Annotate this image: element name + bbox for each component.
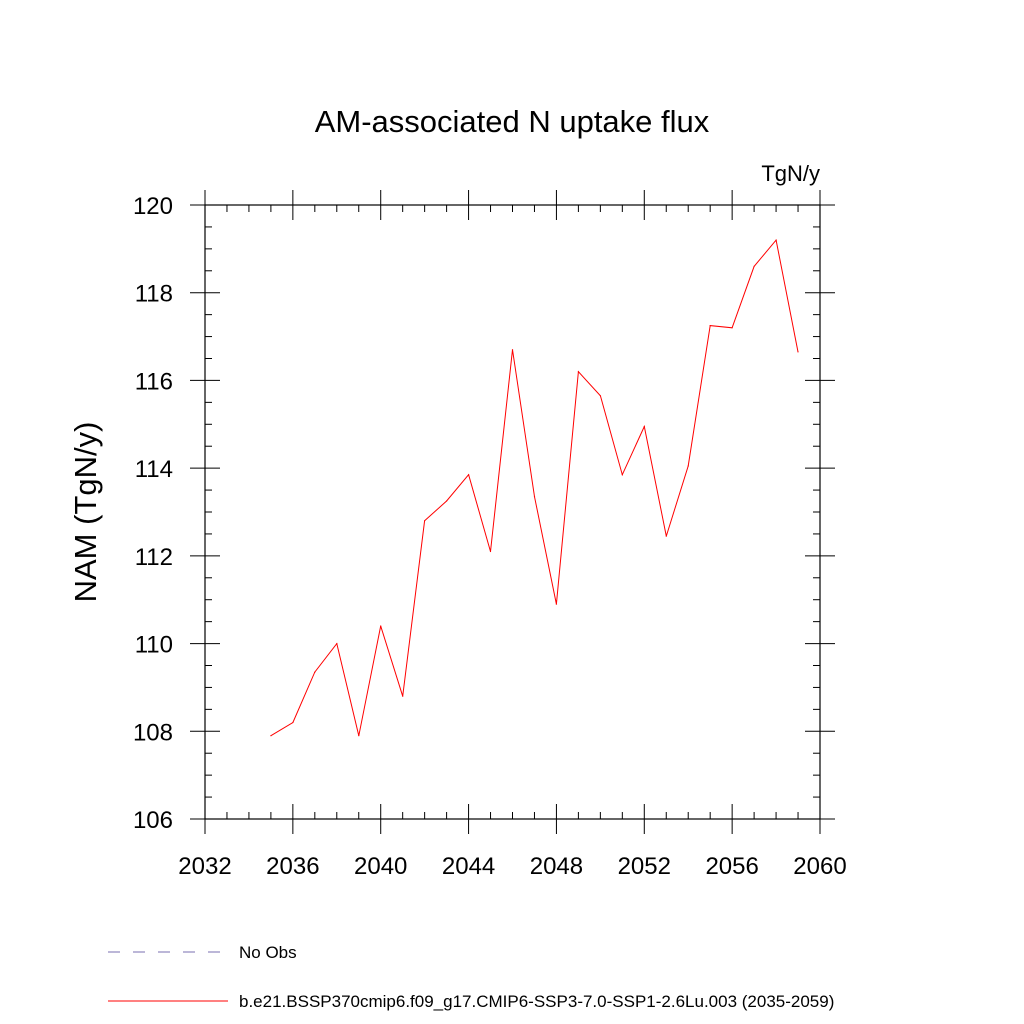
x-tick-label: 2036	[266, 853, 319, 880]
y-tick-label: 110	[135, 632, 173, 659]
data-point	[358, 735, 360, 737]
data-point	[336, 643, 338, 645]
data-point	[687, 465, 689, 467]
legend-label-no-obs: No Obs	[239, 943, 297, 962]
y-axis-label: NAM (TgN/y)	[68, 422, 103, 603]
y-tick-label: 120	[133, 193, 173, 220]
plot-frame	[204, 204, 821, 820]
x-tick-label: 2044	[442, 853, 495, 880]
y-tick-label: 112	[135, 544, 173, 571]
legend: No Obs b.e21.BSSP370cmip6.f09_g17.CMIP6-…	[108, 943, 834, 1011]
x-tick-label: 2032	[178, 853, 231, 880]
data-point	[555, 603, 558, 605]
data-point	[753, 265, 755, 267]
x-tick-label: 2060	[793, 853, 846, 880]
data-series	[270, 238, 799, 737]
data-point	[797, 351, 799, 353]
legend-label-model-run: b.e21.BSSP370cmip6.f09_g17.CMIP6-SSP3-7.…	[239, 992, 834, 1011]
x-tick-labels: 2032 2036 2040 2044 2048 2052 2056 2060	[178, 853, 846, 880]
y-tick-label: 108	[133, 719, 173, 746]
x-tick-label: 2040	[354, 853, 407, 880]
data-point	[270, 735, 272, 737]
y-tick-label: 118	[135, 281, 173, 308]
data-point	[665, 535, 667, 537]
data-point	[511, 349, 514, 351]
data-point	[424, 520, 426, 522]
data-point	[731, 327, 733, 329]
data-point	[599, 395, 602, 397]
data-point	[709, 325, 711, 327]
data-point	[533, 496, 536, 498]
data-point	[380, 625, 382, 627]
data-point	[621, 474, 623, 476]
data-point	[577, 371, 580, 373]
x-tick-label: 2056	[705, 853, 758, 880]
data-point	[775, 239, 777, 241]
series-line	[270, 238, 799, 737]
axis-ticks	[190, 190, 835, 834]
data-point	[402, 695, 404, 697]
x-tick-label: 2052	[618, 853, 671, 880]
y-tick-label: 106	[133, 807, 173, 834]
data-point	[489, 550, 492, 553]
y-tick-label: 114	[135, 456, 173, 483]
x-tick-label: 2048	[530, 853, 583, 880]
chart-title: AM-associated N uptake flux	[315, 104, 710, 139]
y-tick-label: 116	[135, 368, 173, 395]
data-point	[446, 500, 448, 502]
data-point	[292, 721, 294, 724]
units-label: TgN/y	[761, 161, 820, 186]
data-point	[468, 474, 470, 476]
y-tick-labels: 106 108 110 112 114 116 118 120	[133, 193, 173, 834]
data-point	[643, 425, 645, 428]
data-point	[314, 671, 316, 673]
